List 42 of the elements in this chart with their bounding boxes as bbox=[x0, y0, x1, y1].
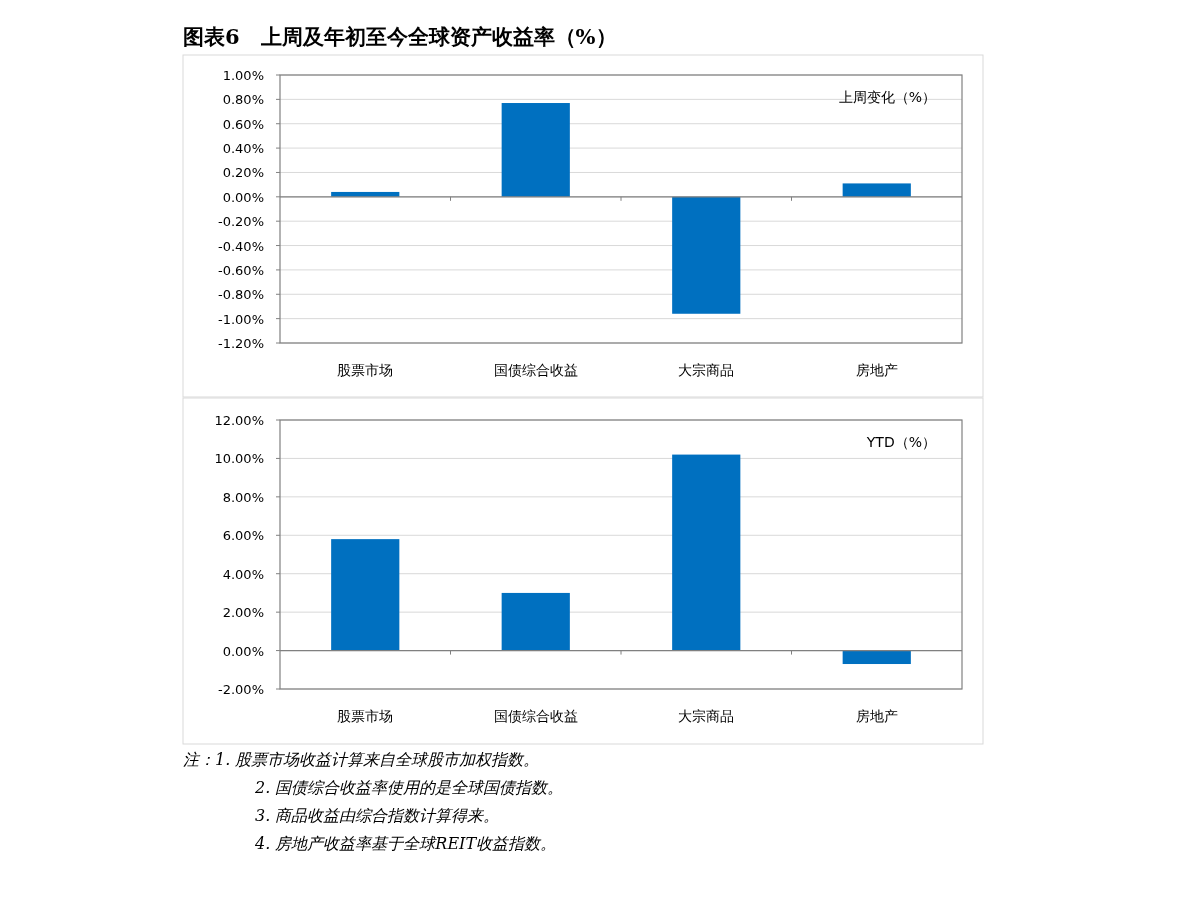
y-tick-label: 0.60% bbox=[222, 116, 264, 132]
y-tick-label: 2.00% bbox=[222, 605, 264, 621]
y-tick-label: -0.20% bbox=[218, 214, 264, 230]
y-tick-label: 8.00% bbox=[222, 489, 264, 505]
y-tick-label: -1.00% bbox=[218, 311, 264, 327]
y-tick-label: 0.00% bbox=[222, 643, 264, 659]
x-tick-label: 大宗商品 bbox=[678, 708, 735, 724]
y-tick-label: 0.00% bbox=[222, 189, 264, 205]
y-tick-label: 12.00% bbox=[214, 413, 264, 428]
y-tick-label: 6.00% bbox=[222, 528, 264, 544]
x-tick-label: 国债综合收益 bbox=[493, 362, 578, 378]
y-tick-label: 10.00% bbox=[214, 451, 264, 467]
x-tick-label: 国债综合收益 bbox=[493, 708, 578, 724]
x-tick-label: 房地产 bbox=[855, 362, 898, 378]
text: 3. 商品收益由综合指数计算得来。 bbox=[255, 806, 500, 825]
y-tick-label: -0.60% bbox=[218, 262, 264, 278]
x-tick-label: 股票市场 bbox=[337, 708, 394, 724]
text: 4. 房地产收益率基于全球REIT收益指数。 bbox=[254, 834, 557, 853]
y-tick-label: 0.80% bbox=[222, 92, 264, 108]
y-tick-label: -0.80% bbox=[218, 287, 264, 303]
bar bbox=[672, 196, 741, 314]
bar bbox=[672, 454, 741, 651]
bar bbox=[501, 103, 570, 197]
annotation: YTD（%） bbox=[865, 434, 936, 450]
y-tick-label: 1.00% bbox=[222, 68, 264, 83]
bar bbox=[331, 539, 400, 651]
text: 注：1. 股票市场收益计算来自全球股市加权指数。 bbox=[183, 750, 540, 769]
chart-title: 图表6 上周及年初至今全球资产收益率（%） bbox=[183, 24, 617, 49]
bar bbox=[501, 592, 570, 651]
y-tick-label: -0.40% bbox=[218, 238, 264, 254]
y-tick-label: -1.20% bbox=[218, 336, 264, 351]
y-tick-label: -2.00% bbox=[218, 682, 264, 697]
y-tick-label: 0.40% bbox=[222, 141, 264, 157]
y-tick-label: 4.00% bbox=[222, 566, 264, 582]
x-tick-label: 房地产 bbox=[855, 708, 898, 724]
annotation: 上周变化（%） bbox=[838, 89, 936, 105]
x-tick-label: 股票市场 bbox=[337, 362, 394, 378]
bar bbox=[842, 650, 911, 665]
x-tick-label: 大宗商品 bbox=[678, 362, 735, 378]
text: 2. 国债综合收益率使用的是全球国债指数。 bbox=[254, 778, 564, 797]
y-tick-label: 0.20% bbox=[222, 165, 264, 181]
bar bbox=[842, 183, 911, 197]
